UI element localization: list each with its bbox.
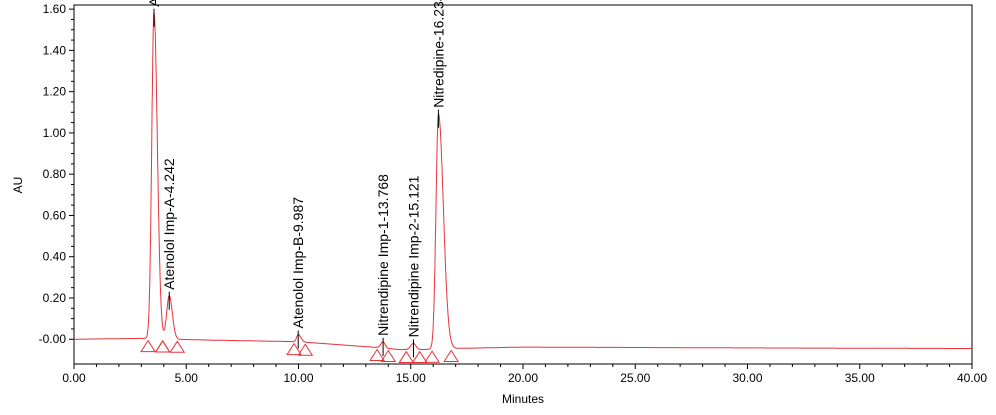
x-axis-label: Minutes <box>502 392 544 406</box>
peak-start-marker <box>424 350 440 363</box>
peak-end-marker <box>297 343 314 356</box>
peak-label: Atenolol Imp-A-4.242 <box>161 158 177 290</box>
x-tick-label: 30.00 <box>732 371 762 385</box>
peak-end-marker <box>169 340 186 353</box>
x-tick-label: 35.00 <box>845 371 875 385</box>
peak-start-marker <box>369 348 385 361</box>
peak-label: Nitrendipine Imp-1-13.768 <box>375 174 391 336</box>
peak-start-marker <box>140 339 156 353</box>
y-tick-label: 0.20 <box>43 291 67 305</box>
plot-frame <box>73 4 973 365</box>
y-tick-label: 1.20 <box>43 85 67 99</box>
peak-label: Atenolol Imp-B-9.987 <box>290 197 306 329</box>
y-tick-label: 0.80 <box>43 167 67 181</box>
x-tick-label: 25.00 <box>620 371 650 385</box>
peak-label: Atenolol-3.564 <box>146 0 162 7</box>
y-axis-ticks: -0.00 0.20 0.40 0.60 0.80 1.00 1.20 1.40 1.60 <box>39 2 74 346</box>
peak-end-marker <box>154 340 171 353</box>
peak-start-marker <box>154 340 171 353</box>
peak-label: Nitredipine-16.234 <box>431 0 447 108</box>
x-tick-label: 10.00 <box>283 371 313 385</box>
y-axis-label: AU <box>11 177 25 194</box>
trace-layer <box>74 12 972 351</box>
peak-start-marker <box>286 342 302 356</box>
x-tick-label: 15.00 <box>396 371 426 385</box>
peak-end-marker <box>443 349 460 363</box>
peak-label-layer: Atenolol-3.564 Atenolol Imp-A-4.242 Atenol… <box>146 0 447 337</box>
peak-label: Nitrendipine Imp-2-15.121 <box>406 175 422 337</box>
y-tick-label: 1.00 <box>43 126 67 140</box>
y-tick-label: 1.60 <box>43 2 67 16</box>
chromatogram-trace <box>74 12 972 351</box>
peak-start-marker <box>398 350 415 364</box>
x-tick-label: 5.00 <box>175 371 199 385</box>
x-tick-label: 20.00 <box>508 371 538 385</box>
x-axis-ticks: 0.00 5.00 10.00 15.00 20.00 25.00 30.00 35.00 40… <box>62 364 987 385</box>
peak-end-marker <box>411 350 428 364</box>
peak-marker-layer <box>140 8 460 364</box>
y-tick-label: 0.40 <box>43 250 67 264</box>
x-tick-label: 0.00 <box>62 371 86 385</box>
peak-end-marker <box>380 349 397 363</box>
y-tick-label: 1.40 <box>43 43 67 57</box>
y-tick-label: 0.60 <box>43 208 67 222</box>
y-tick-label: -0.00 <box>39 332 67 346</box>
x-tick-label: 40.00 <box>957 371 987 385</box>
